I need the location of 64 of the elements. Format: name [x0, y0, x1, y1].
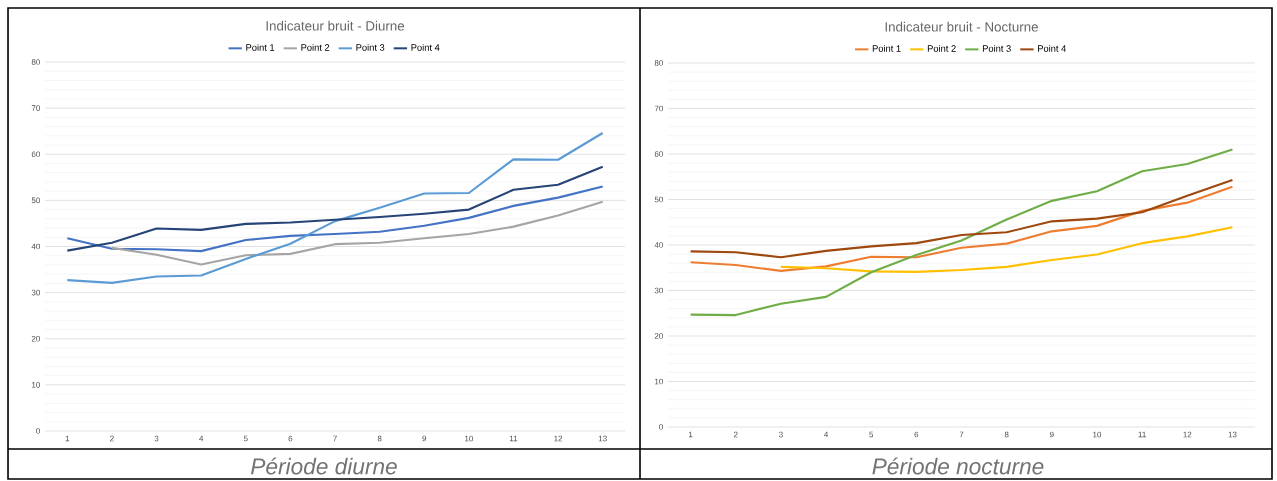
x-tick-label: 12 [554, 435, 563, 442]
x-tick-label: 11 [1138, 431, 1146, 438]
text: Période nocturne [872, 457, 1044, 475]
chart-title: Indicateur bruit - Nocturne [885, 21, 1038, 32]
x-tick-label: 6 [914, 431, 919, 438]
y-tick-label: 40 [654, 242, 663, 248]
x-tick-label: 13 [598, 435, 607, 442]
y-tick-label: 70 [654, 105, 663, 112]
legend-label: Point 4 [411, 43, 440, 51]
legend-label: Point 1 [872, 45, 901, 52]
x-tick-label: 6 [288, 435, 293, 442]
legend-label: Point 3 [356, 43, 385, 51]
y-tick-label: 10 [655, 378, 663, 385]
x-tick-label: 5 [869, 431, 874, 438]
line-series [66, 185, 604, 253]
y-tick-label: 10 [32, 382, 40, 388]
y-tick-label: 30 [31, 289, 40, 296]
y-tick-label: 0 [36, 428, 40, 434]
legend-label: Point 2 [301, 43, 330, 51]
x-tick-label: 3 [778, 431, 783, 438]
x-tick-label: 2 [110, 435, 114, 442]
y-tick-label: 50 [31, 197, 40, 204]
x-tick-label: 4 [824, 431, 829, 438]
y-tick-label: 20 [654, 333, 663, 339]
y-tick-label: 70 [31, 105, 40, 111]
line-series [689, 148, 1234, 317]
y-tick-label: 50 [654, 196, 663, 203]
y-tick-label: 60 [654, 151, 663, 157]
line-series [66, 131, 604, 284]
x-tick-label: 5 [243, 435, 248, 442]
line-series [110, 200, 604, 266]
x-tick-label: 9 [422, 435, 427, 442]
y-tick-label: 80 [31, 59, 40, 65]
x-tick-label: 9 [1049, 431, 1054, 438]
y-tick-label: 40 [31, 243, 40, 250]
x-tick-label: 7 [333, 435, 337, 442]
y-tick-label: 0 [659, 424, 663, 430]
y-tick-label: 30 [654, 287, 663, 294]
x-tick-label: 4 [199, 435, 204, 442]
x-tick-label: 7 [959, 431, 964, 438]
legend-label: Point 1 [246, 43, 275, 51]
x-tick-label: 1 [688, 431, 693, 438]
text: Période diurne [250, 457, 397, 475]
chart-title: Indicateur bruit - Diurne [266, 20, 405, 31]
y-tick-label: 20 [31, 335, 40, 342]
x-tick-label: 10 [465, 435, 473, 442]
legend-label: Point 3 [982, 45, 1011, 52]
line-series [779, 226, 1234, 273]
x-tick-label: 8 [1004, 431, 1009, 438]
x-tick-label: 11 [509, 435, 518, 442]
line-series [66, 165, 604, 252]
x-tick-label: 1 [65, 435, 70, 442]
x-tick-label: 8 [377, 435, 382, 442]
x-tick-label: 3 [154, 435, 159, 442]
legend-label: Point 2 [927, 45, 956, 52]
y-tick-label: 80 [654, 60, 663, 66]
x-tick-label: 12 [1183, 431, 1192, 438]
x-tick-label: 2 [733, 431, 738, 438]
line-series [689, 178, 1234, 259]
legend-label: Point 4 [1038, 45, 1066, 52]
x-tick-label: 13 [1228, 431, 1237, 438]
line-series [689, 185, 1234, 272]
x-tick-label: 10 [1093, 431, 1102, 438]
y-tick-label: 60 [31, 151, 40, 158]
